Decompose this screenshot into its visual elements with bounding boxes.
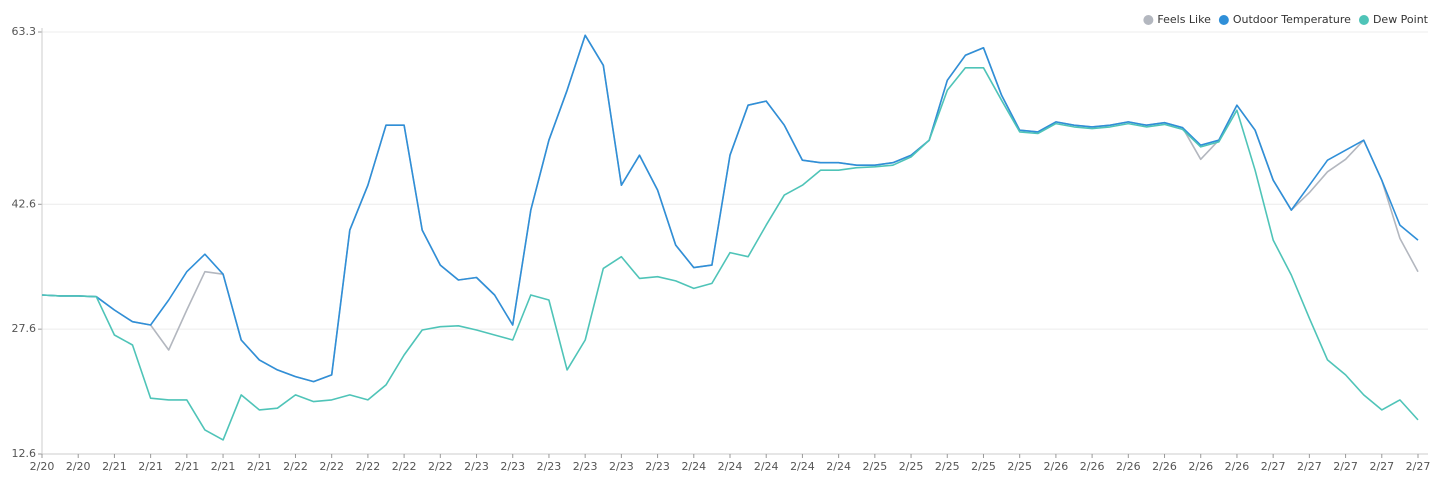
x-tick-label: 2/23 [609, 460, 634, 473]
x-tick-label: 2/21 [102, 460, 127, 473]
legend-marker [1143, 15, 1154, 25]
y-tick-label: 12.6 [12, 447, 37, 460]
x-tick-label: 2/26 [1225, 460, 1250, 473]
x-tick-label: 2/26 [1080, 460, 1105, 473]
x-tick-label: 2/21 [174, 460, 199, 473]
legend: Dew Point Outdoor Temperature Feels Like [1143, 13, 1429, 26]
x-tick-label: 2/27 [1369, 460, 1394, 473]
x-tick-label: 2/22 [428, 460, 453, 473]
x-tick-label: 2/20 [66, 460, 91, 473]
x-tick-label: 2/23 [500, 460, 525, 473]
series-line [41, 67, 1419, 441]
x-tick-label: 2/20 [30, 460, 55, 473]
y-tick-label: 63.3 [12, 25, 37, 38]
legend-label: Feels Like [1157, 13, 1211, 26]
x-tick-label: 2/26 [1044, 460, 1069, 473]
x-tick-label: 2/24 [754, 460, 779, 473]
y-tick-label: 42.6 [12, 197, 37, 210]
x-tick-label: 2/26 [1152, 460, 1177, 473]
x-tick-label: 2/23 [645, 460, 670, 473]
x-tick-label: 2/22 [319, 460, 344, 473]
x-tick-label: 2/25 [935, 460, 960, 473]
x-tick-label: 2/25 [862, 460, 887, 473]
x-tick-label: 2/26 [1116, 460, 1141, 473]
x-tick-label: 2/24 [681, 460, 706, 473]
x-tick-label: 2/24 [826, 460, 851, 473]
x-tick-label: 2/22 [392, 460, 417, 473]
legend-label: Outdoor Temperature [1233, 13, 1351, 26]
legend-marker [1218, 15, 1229, 25]
x-tick-label: 2/23 [464, 460, 489, 473]
series-line [41, 34, 1419, 383]
x-tick-label: 2/21 [247, 460, 272, 473]
x-tick-label: 2/24 [790, 460, 815, 473]
x-tick-label: 2/24 [718, 460, 743, 473]
x-tick-label: 2/27 [1406, 460, 1431, 473]
x-tick-label: 2/23 [573, 460, 598, 473]
x-tick-label: 2/27 [1333, 460, 1358, 473]
x-tick-label: 2/21 [138, 460, 163, 473]
x-tick-label: 2/22 [356, 460, 381, 473]
x-tick-label: 2/21 [211, 460, 236, 473]
x-tick-label: 2/23 [537, 460, 562, 473]
legend-marker [1358, 15, 1369, 25]
x-tick-label: 2/25 [899, 460, 924, 473]
x-tick-label: 2/27 [1261, 460, 1286, 473]
x-tick-label: 2/27 [1297, 460, 1322, 473]
series-line [41, 34, 1419, 383]
x-tick-label: 2/25 [1007, 460, 1032, 473]
legend-label: Dew Point [1373, 13, 1429, 26]
y-tick-label: 27.6 [12, 322, 37, 335]
x-tick-label: 2/25 [971, 460, 996, 473]
x-tick-label: 2/26 [1188, 460, 1213, 473]
x-tick-label: 2/22 [283, 460, 308, 473]
